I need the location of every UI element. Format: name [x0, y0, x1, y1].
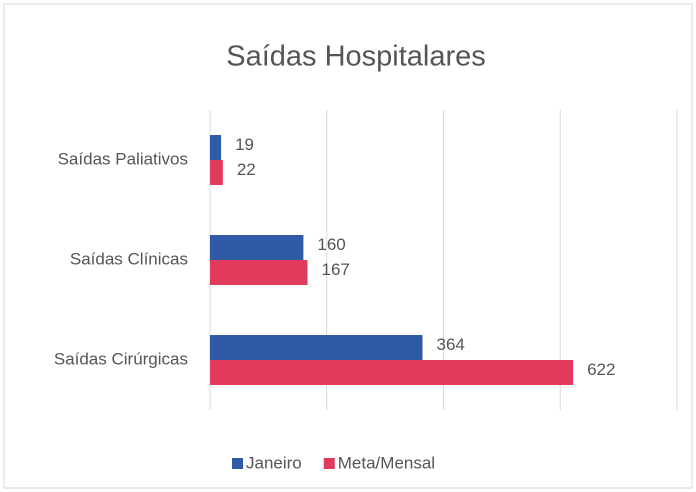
- data-label: 364: [436, 335, 464, 354]
- y-tick-label: Saídas Paliativos: [58, 149, 188, 168]
- data-label: 160: [317, 235, 345, 254]
- legend-label: Meta/Mensal: [338, 453, 435, 472]
- data-label: 22: [237, 160, 256, 179]
- legend-swatch: [232, 458, 243, 469]
- bar: [210, 135, 222, 160]
- bar: [210, 160, 223, 185]
- y-tick-label: Saídas Clínicas: [70, 249, 188, 268]
- bar: [210, 260, 308, 285]
- legend-label: Janeiro: [246, 453, 302, 472]
- chart-border: [3, 3, 693, 489]
- bar: [210, 235, 304, 260]
- data-label: 19: [235, 135, 254, 154]
- data-label: 622: [587, 360, 615, 379]
- chart-title: Saídas Hospitalares: [226, 41, 486, 73]
- legend-swatch: [323, 458, 335, 469]
- bar: [210, 335, 423, 360]
- bar: [210, 360, 574, 385]
- y-tick-label: Saídas Cirúrgicas: [54, 349, 188, 368]
- data-label: 167: [321, 260, 349, 279]
